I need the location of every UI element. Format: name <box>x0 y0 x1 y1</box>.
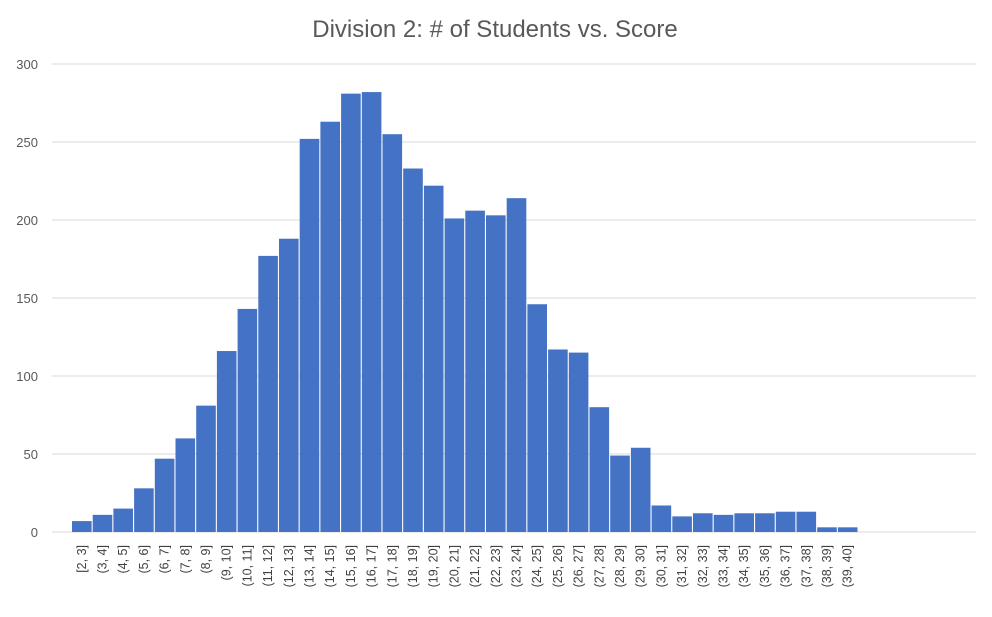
x-tick-label: (3, 4] <box>96 545 110 574</box>
x-tick-label: (19, 20] <box>427 545 441 587</box>
x-axis-ticks: [2, 3] (3, 4] (4, 5] (5, 6] (6, 7] (7, 8] (8, … <box>75 545 855 587</box>
x-tick-label: (18, 19] <box>406 545 420 587</box>
histogram-bar <box>527 304 547 532</box>
x-tick-label: (15, 16] <box>344 545 358 587</box>
chart-title: Division 2: # of Students vs. Score <box>312 16 678 43</box>
histogram-bar <box>713 514 734 532</box>
x-tick-label: (29, 30] <box>634 545 648 587</box>
histogram-bar <box>403 168 423 532</box>
histogram-bar <box>817 527 837 532</box>
x-tick-label: (7, 8] <box>178 545 192 574</box>
histogram-bar <box>651 505 672 532</box>
x-tick-label: (35, 36] <box>758 545 772 587</box>
histogram-bar <box>299 138 320 532</box>
histogram-bar <box>196 405 216 532</box>
histogram-bar <box>279 238 299 532</box>
x-tick-label: (20, 21] <box>447 545 461 587</box>
histogram-bar <box>465 210 485 532</box>
y-tick-label: 150 <box>16 291 38 306</box>
histogram-bar <box>320 121 340 532</box>
histogram-bar <box>134 488 154 532</box>
histogram-bar <box>423 185 444 532</box>
y-axis-ticks: 0 50 100 150 200 250 300 <box>16 57 38 540</box>
x-tick-label: (11, 12] <box>261 545 275 586</box>
x-tick-label: (4, 5] <box>116 545 130 574</box>
x-tick-label: (22, 23] <box>489 545 503 587</box>
histogram-bar <box>341 93 361 532</box>
histogram-bar <box>693 513 713 532</box>
histogram-bar <box>610 455 630 532</box>
x-tick-label: (26, 27] <box>572 545 586 587</box>
histogram-bar <box>154 458 175 532</box>
y-tick-label: 300 <box>16 57 38 72</box>
histogram-bar <box>361 92 382 532</box>
histogram-bar <box>216 351 237 532</box>
x-tick-label: (38, 39] <box>820 545 834 587</box>
x-tick-label: (23, 24] <box>510 545 524 587</box>
histogram-bar <box>755 513 775 532</box>
x-tick-label: (8, 9] <box>199 545 213 574</box>
histogram-bar <box>382 134 403 532</box>
x-tick-label: (30, 31] <box>654 545 668 587</box>
histogram-bar <box>548 349 568 532</box>
x-tick-label: (37, 38] <box>799 545 813 587</box>
histogram-bar <box>237 308 258 532</box>
x-tick-label: (17, 18] <box>385 545 399 587</box>
x-tick-label: (31, 32] <box>675 545 689 587</box>
x-tick-label: (32, 33] <box>696 545 710 587</box>
y-tick-label: 200 <box>16 213 38 228</box>
y-tick-label: 100 <box>16 369 38 384</box>
x-tick-label: (10, 11] <box>240 545 254 586</box>
x-tick-label: (27, 28] <box>592 545 606 587</box>
x-tick-label: [2, 3] <box>75 545 89 573</box>
histogram-bar <box>506 198 527 532</box>
x-tick-label: (21, 22] <box>468 545 482 587</box>
x-tick-label: (12, 13] <box>282 545 296 587</box>
x-tick-label: (39, 40] <box>841 545 855 587</box>
histogram-bar <box>734 513 754 532</box>
x-tick-label: (36, 37] <box>779 545 793 587</box>
histogram-bar <box>630 447 651 532</box>
x-tick-label: (25, 26] <box>551 545 565 587</box>
x-tick-label: (28, 29] <box>613 545 627 587</box>
y-tick-label: 0 <box>31 525 38 540</box>
x-tick-label: (13, 14] <box>303 545 317 587</box>
histogram-bar <box>568 352 589 532</box>
histogram-bar <box>175 438 196 532</box>
bars <box>72 92 858 532</box>
histogram-bar <box>92 514 113 532</box>
x-tick-label: (9, 10] <box>220 545 234 580</box>
histogram-bar <box>258 255 278 532</box>
x-tick-label: (5, 6] <box>137 545 151 574</box>
histogram-bar <box>113 508 133 532</box>
histogram-bar <box>672 516 692 532</box>
y-tick-label: 250 <box>16 135 38 150</box>
histogram-bar <box>444 218 465 532</box>
x-tick-label: (33, 34] <box>717 545 731 587</box>
x-tick-label: (16, 17] <box>365 545 379 587</box>
x-tick-label: (34, 35] <box>737 545 751 587</box>
histogram-bar <box>72 521 92 532</box>
histogram-bar <box>775 511 796 532</box>
x-tick-label: (24, 25] <box>530 545 544 587</box>
histogram-bar <box>589 407 610 532</box>
histogram-bar <box>796 511 817 532</box>
x-tick-label: (14, 15] <box>323 545 337 587</box>
x-tick-label: (6, 7] <box>158 545 172 574</box>
histogram-bar <box>486 215 506 532</box>
y-tick-label: 50 <box>24 447 38 462</box>
histogram-bar <box>837 527 858 532</box>
